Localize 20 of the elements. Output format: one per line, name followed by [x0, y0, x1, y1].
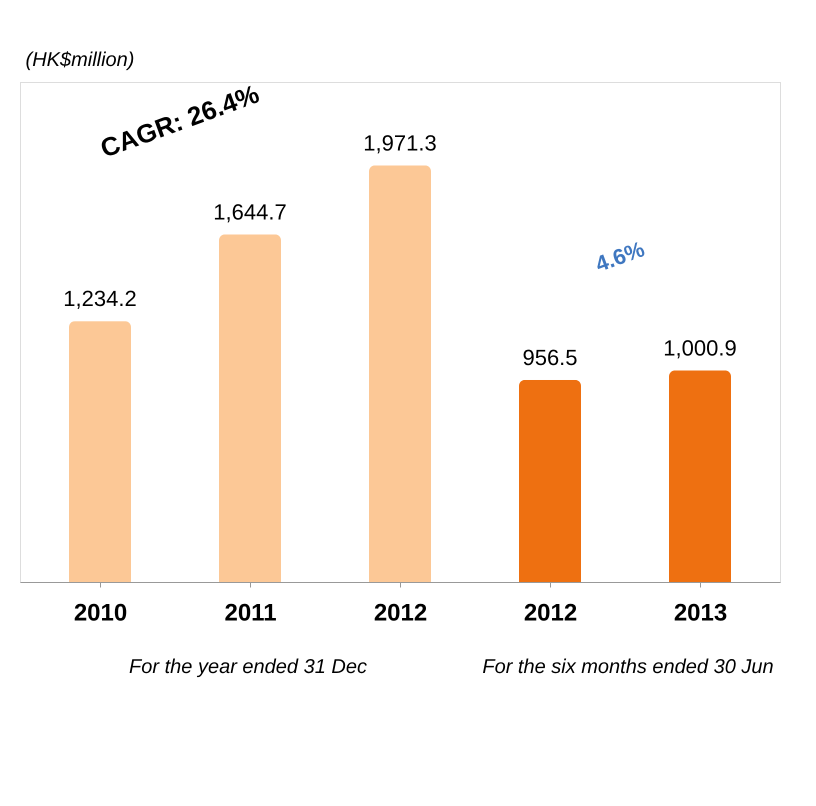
text: For the six months ended 30 Jun: [482, 656, 774, 678]
data-label: 956.5: [522, 344, 578, 370]
bar: [519, 380, 581, 582]
x-tick-label: 2013: [674, 600, 728, 626]
text: CAGR: 26.4%: [96, 78, 263, 164]
bar: [369, 165, 431, 582]
x-tick-label: 2012: [524, 600, 578, 626]
bar: [219, 234, 281, 582]
x-tick-label: 2010: [74, 600, 128, 626]
text: (HK$million): [26, 49, 134, 71]
text: For the year ended 31 Dec: [129, 656, 367, 678]
x-tick-label: 2011: [224, 600, 277, 626]
data-label: 1,000.9: [663, 335, 737, 360]
data-label: 1,234.2: [63, 286, 137, 312]
bar: [669, 370, 731, 582]
data-label: 1,971.3: [363, 130, 437, 156]
x-tick-label: 2012: [374, 600, 428, 626]
bar: [69, 321, 131, 582]
data-label: 1,644.7: [213, 199, 287, 224]
annotation: 4.6%: [592, 236, 648, 277]
